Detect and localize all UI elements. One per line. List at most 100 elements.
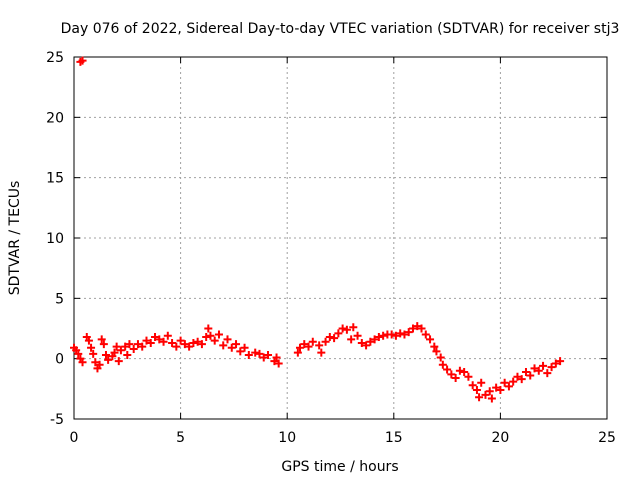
data-point [464, 372, 473, 381]
data-point [509, 377, 518, 386]
data-point [304, 342, 313, 351]
x-tick-label: 0 [70, 430, 79, 446]
data-point [443, 365, 452, 374]
data-point [255, 349, 264, 358]
data-point [543, 369, 552, 378]
data-point [223, 335, 232, 344]
data-point [74, 349, 83, 358]
data-point [455, 366, 464, 375]
data-point [197, 340, 206, 349]
y-tick-label: 0 [55, 352, 64, 368]
data-point [551, 359, 560, 368]
data-point [475, 393, 484, 402]
data-point [526, 371, 535, 380]
data-point [387, 330, 396, 339]
data-point [142, 336, 151, 345]
data-point [481, 390, 490, 399]
grid-lines [74, 57, 607, 419]
data-point [349, 323, 358, 332]
data-point [300, 340, 309, 349]
data-point [185, 342, 194, 351]
data-point [89, 349, 98, 358]
data-point [78, 358, 87, 367]
data-point [547, 363, 556, 372]
data-point [274, 359, 283, 368]
data-point [172, 342, 181, 351]
data-point [240, 343, 249, 352]
data-point [227, 343, 236, 352]
data-point [159, 337, 168, 346]
data-point [353, 331, 362, 340]
data-point [97, 335, 106, 344]
data-point [236, 347, 245, 356]
data-point [421, 330, 430, 339]
chart-title: Day 076 of 2022, Sidereal Day-to-day VTE… [61, 21, 620, 37]
data-point [78, 56, 87, 65]
data-point [504, 382, 513, 391]
data-point [477, 378, 486, 387]
data-point [417, 324, 426, 333]
data-point [204, 324, 213, 333]
data-point [214, 330, 223, 339]
data-point [396, 329, 405, 338]
data-point [426, 335, 435, 344]
x-tick-label: 5 [176, 430, 185, 446]
data-point [99, 340, 108, 349]
data-point [413, 322, 422, 331]
data-point [530, 364, 539, 373]
data-point [468, 381, 477, 390]
data-point [539, 361, 548, 370]
data-point [123, 351, 132, 360]
data-point [180, 340, 189, 349]
data-point [500, 378, 509, 387]
data-point [210, 336, 219, 345]
data-point [219, 341, 228, 350]
data-point [317, 348, 326, 357]
data-point [176, 336, 185, 345]
data-point [202, 332, 211, 341]
data-point [232, 340, 241, 349]
data-point [357, 338, 366, 347]
y-tick-label: -5 [50, 412, 64, 428]
data-point [366, 337, 375, 346]
y-tick-label: 20 [46, 110, 64, 126]
data-point [492, 383, 501, 392]
data-point [293, 348, 302, 357]
data-point [472, 386, 481, 395]
data-point [272, 353, 281, 362]
data-point [342, 325, 351, 334]
data-point [84, 336, 93, 345]
data-point [189, 338, 198, 347]
data-point [138, 342, 147, 351]
data-points [70, 56, 565, 403]
data-point [374, 332, 383, 341]
data-point [430, 342, 439, 351]
data-point [155, 335, 164, 344]
data-point [447, 370, 456, 379]
y-tick-label: 25 [46, 50, 64, 66]
data-point [391, 331, 400, 340]
data-point [451, 373, 460, 382]
y-axis-label: SDTVAR / TECUs [7, 181, 23, 296]
data-point [370, 335, 379, 344]
x-tick-label: 25 [598, 430, 616, 446]
x-axis-label: GPS time / hours [281, 459, 398, 475]
data-point [259, 353, 268, 362]
data-point [436, 353, 445, 362]
data-point [206, 331, 215, 340]
data-point [556, 357, 565, 366]
data-point [116, 346, 125, 355]
x-tick-label: 15 [385, 430, 403, 446]
data-point [193, 337, 202, 346]
data-point [487, 394, 496, 403]
data-point [432, 347, 441, 356]
data-point [404, 328, 413, 337]
data-point [408, 324, 417, 333]
data-point [534, 366, 543, 375]
data-point [101, 351, 110, 360]
data-point [362, 341, 371, 350]
data-point [251, 348, 260, 357]
data-point [264, 351, 273, 360]
y-tick-label: 5 [55, 291, 64, 307]
